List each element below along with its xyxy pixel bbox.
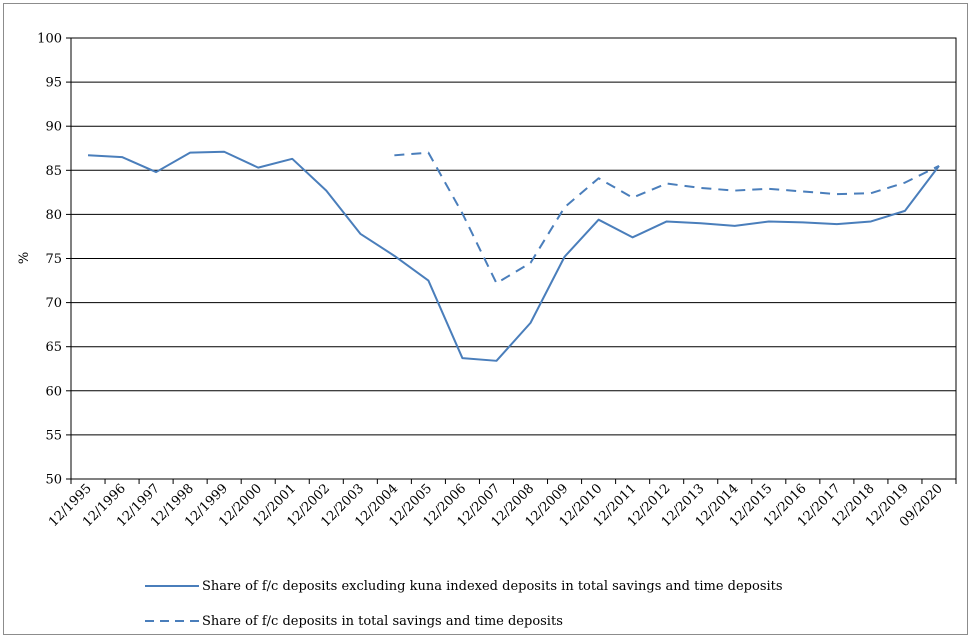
line-chart: 50 55 60 65 70 75 80 85 90 95 100 % 12/199512/1996…	[17, 32, 957, 629]
y-axis-label: %	[17, 252, 32, 264]
gridlines	[66, 37, 956, 480]
y-tick-label: 60	[45, 384, 62, 399]
y-tick-label: 95	[45, 76, 62, 91]
series-lines	[87, 150, 940, 362]
legend: Share of f/c deposits excluding kuna ind…	[145, 579, 783, 629]
y-tick-label: 75	[45, 252, 62, 267]
chart-frame: 50 55 60 65 70 75 80 85 90 95 100 % 12/1995 12/1996…	[3, 3, 968, 635]
x-tick-labels: 12/199512/199612/199712/199812/199912/20…	[46, 479, 957, 530]
y-tick-label: 85	[45, 164, 62, 179]
series-line-solid	[87, 150, 940, 362]
y-tick-label: 65	[45, 340, 62, 355]
y-tick-label: 90	[45, 120, 62, 135]
y-tick-label: 55	[45, 428, 62, 443]
series-line-dashed	[394, 151, 940, 285]
legend-label-solid: Share of f/c deposits excluding kuna ind…	[202, 579, 783, 594]
legend-label-dashed: Share of f/c deposits in total savings a…	[202, 614, 563, 629]
y-tick-label: 70	[45, 296, 62, 311]
y-tick-label: 50	[45, 473, 62, 488]
y-tick-label: 80	[45, 208, 62, 223]
y-tick-label: 100	[37, 32, 62, 47]
y-tick-labels: 50 55 60 65 70 75 80 85 90 95 100	[37, 32, 62, 488]
